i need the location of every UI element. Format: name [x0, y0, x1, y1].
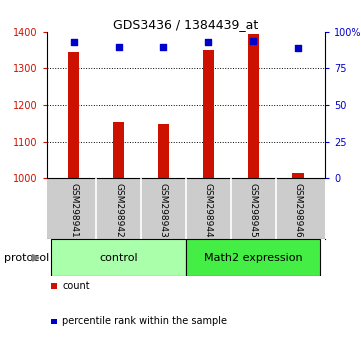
Text: control: control — [99, 253, 138, 263]
Text: count: count — [62, 281, 90, 291]
Bar — [186, 239, 321, 276]
Bar — [158, 124, 169, 178]
Text: GSM298942: GSM298942 — [114, 183, 123, 238]
Point — [295, 45, 301, 51]
Bar — [51, 319, 57, 324]
Text: GSM298943: GSM298943 — [159, 183, 168, 238]
Text: GSM298944: GSM298944 — [204, 183, 213, 238]
Bar — [113, 122, 124, 178]
Point — [71, 39, 77, 45]
Text: GSM298945: GSM298945 — [249, 183, 258, 238]
Point — [205, 39, 211, 45]
Bar — [68, 52, 79, 178]
Point — [116, 44, 122, 49]
Text: GSM298946: GSM298946 — [293, 183, 303, 238]
Text: GSM298941: GSM298941 — [69, 183, 78, 238]
Text: Math2 expression: Math2 expression — [204, 253, 303, 263]
Text: percentile rank within the sample: percentile rank within the sample — [62, 316, 227, 326]
Text: protocol: protocol — [4, 253, 49, 263]
Bar — [248, 34, 259, 178]
Bar — [203, 50, 214, 178]
Bar — [51, 239, 186, 276]
Title: GDS3436 / 1384439_at: GDS3436 / 1384439_at — [113, 18, 258, 31]
Point — [250, 38, 256, 44]
Bar — [292, 173, 304, 178]
Bar — [51, 283, 57, 289]
Point — [161, 44, 166, 49]
